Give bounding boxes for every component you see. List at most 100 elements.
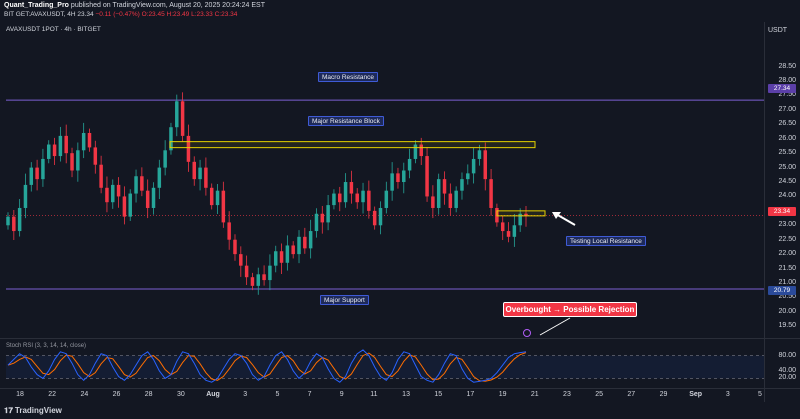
- symbol-title[interactable]: AVAXUSDT 1POT · 4h · BITGET: [6, 26, 101, 33]
- candle-body: [180, 101, 185, 136]
- time-axis-label: 27: [627, 391, 636, 398]
- candle-body: [12, 216, 16, 232]
- candle-body: [367, 190, 371, 211]
- candle-body: [413, 144, 418, 159]
- candle-body: [227, 222, 231, 240]
- price-scale-label: 24.00: [778, 192, 796, 200]
- time-axis-label: 28: [144, 391, 153, 398]
- price-scale-label: 24.50: [778, 178, 796, 186]
- time-axis-label: 19: [498, 391, 507, 398]
- candle-body: [343, 182, 348, 203]
- time-axis-label: 24: [80, 391, 89, 398]
- major-resistance-block: [169, 141, 536, 149]
- candle-body: [291, 245, 295, 255]
- candle-body: [6, 216, 10, 226]
- price-scale-label: 21.50: [778, 264, 796, 272]
- time-axis-label: 5: [275, 391, 280, 398]
- candle-body: [140, 176, 144, 191]
- price-scale-label: 20.50: [778, 293, 796, 301]
- candle-body: [326, 205, 330, 223]
- price-scale-label: 20.00: [778, 307, 796, 315]
- publish-header: Quant_Trading_Pro published on TradingVi…: [0, 0, 800, 22]
- time-axis-label: Aug: [206, 391, 220, 398]
- price-scale-label: 19.50: [778, 322, 796, 330]
- candle-body: [17, 207, 22, 232]
- candle-body: [198, 167, 202, 180]
- candle-body: [425, 156, 429, 197]
- candle-body: [76, 150, 80, 171]
- rsi-scale-label: 80.00: [778, 351, 796, 359]
- candle-body: [204, 167, 208, 188]
- candle-body: [105, 187, 109, 203]
- time-axis-label: 26: [112, 391, 121, 398]
- current-price-tag: 23.34: [768, 207, 796, 216]
- overbought-callout[interactable]: Overbought → Possible Rejection: [503, 302, 637, 317]
- candle-body: [466, 173, 470, 180]
- candle-body: [215, 190, 220, 206]
- ticker-last-price: 23.34: [77, 11, 94, 18]
- rsi-band: [6, 355, 764, 379]
- price-scale-label: 23.00: [778, 221, 796, 229]
- price-scale-label: 26.00: [778, 134, 796, 142]
- candle-body: [209, 187, 214, 206]
- candle-body: [314, 213, 319, 232]
- stoch-rsi-title[interactable]: Stoch RSI (3, 3, 14, 14, close): [6, 343, 87, 349]
- candle-body: [46, 144, 51, 159]
- callout-pointer: [539, 317, 571, 336]
- candle-body: [93, 147, 98, 165]
- time-axis-label: Sep: [689, 391, 703, 398]
- time-axis-label: 17: [466, 391, 475, 398]
- candle-body: [332, 193, 336, 206]
- price-scale-label: 25.50: [778, 149, 796, 157]
- time-axis-label: 18: [16, 391, 24, 398]
- candle-body: [454, 190, 458, 208]
- price-scale-label: 27.00: [778, 105, 796, 113]
- candle-body: [320, 213, 325, 223]
- time-axis-label: 13: [402, 391, 410, 398]
- candle-body: [186, 135, 191, 162]
- time-axis-label: 7: [307, 391, 312, 398]
- time-axis-label: 21: [530, 391, 539, 398]
- candle-body: [390, 173, 394, 191]
- time-axis-label: 3: [725, 391, 730, 398]
- candle-body: [239, 254, 243, 266]
- arrow-shaft: [555, 213, 576, 226]
- major-support-label[interactable]: Major Support: [320, 295, 369, 305]
- major-support-price-tag: 20.79: [768, 286, 796, 295]
- arrow-head-icon: [552, 212, 561, 219]
- price-scale-currency[interactable]: USDT: [768, 27, 788, 34]
- candle-body: [477, 150, 482, 159]
- major-resistance-block-label[interactable]: Major Resistance Block: [308, 116, 384, 126]
- time-axis-label: 9: [339, 391, 344, 398]
- candle-body: [442, 179, 447, 194]
- candle-body: [192, 161, 196, 180]
- candle-body: [151, 187, 156, 208]
- time-axis-label: 25: [595, 391, 604, 398]
- pane-separator: [0, 338, 800, 339]
- candle-body: [483, 150, 488, 180]
- candle-body: [512, 225, 517, 237]
- ticker-change: −0.11 (−0.47%): [95, 11, 140, 18]
- candle-body: [163, 150, 167, 168]
- candle-body: [355, 193, 359, 203]
- candle-body: [244, 265, 249, 278]
- candle-body: [262, 274, 266, 281]
- candle-body: [384, 190, 389, 208]
- candle-body: [116, 184, 121, 197]
- published-text: published on TradingView.com, August 20,…: [70, 2, 265, 9]
- candle-body: [448, 193, 453, 208]
- macro-resistance-label[interactable]: Macro Resistance: [318, 72, 379, 82]
- candle-body: [81, 132, 86, 151]
- candle-body: [157, 167, 162, 188]
- candle-body: [506, 231, 511, 237]
- ticker-ohlc: O:23.45 H:23.49 L:23.33 C:23.34: [141, 11, 238, 18]
- testing-local-resistance-label[interactable]: Testing Local Resistance: [566, 236, 646, 246]
- time-axis-label: 23: [563, 391, 571, 398]
- candle-body: [58, 135, 63, 157]
- candle-body: [70, 153, 74, 171]
- candle-body: [111, 184, 115, 203]
- candle-body: [372, 210, 377, 226]
- author-name[interactable]: Quant_Trading_Pro: [4, 2, 69, 9]
- time-axis-separator: [0, 388, 800, 389]
